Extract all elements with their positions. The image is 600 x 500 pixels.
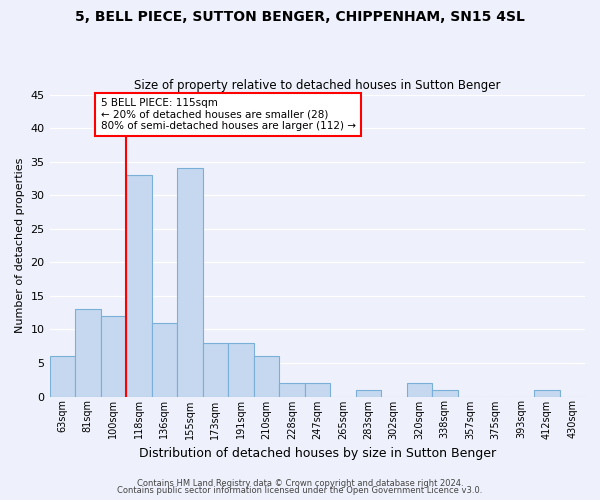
Bar <box>126 175 152 396</box>
Bar <box>279 383 305 396</box>
Bar <box>152 322 177 396</box>
Bar <box>305 383 330 396</box>
Y-axis label: Number of detached properties: Number of detached properties <box>15 158 25 333</box>
Bar <box>432 390 458 396</box>
Text: Contains public sector information licensed under the Open Government Licence v3: Contains public sector information licen… <box>118 486 482 495</box>
Bar <box>101 316 126 396</box>
Bar <box>50 356 75 397</box>
Text: 5 BELL PIECE: 115sqm
← 20% of detached houses are smaller (28)
80% of semi-detac: 5 BELL PIECE: 115sqm ← 20% of detached h… <box>101 98 356 131</box>
Bar <box>75 310 101 396</box>
X-axis label: Distribution of detached houses by size in Sutton Benger: Distribution of detached houses by size … <box>139 447 496 460</box>
Text: Contains HM Land Registry data © Crown copyright and database right 2024.: Contains HM Land Registry data © Crown c… <box>137 478 463 488</box>
Bar <box>203 343 228 396</box>
Text: 5, BELL PIECE, SUTTON BENGER, CHIPPENHAM, SN15 4SL: 5, BELL PIECE, SUTTON BENGER, CHIPPENHAM… <box>75 10 525 24</box>
Bar <box>228 343 254 396</box>
Bar <box>356 390 381 396</box>
Title: Size of property relative to detached houses in Sutton Benger: Size of property relative to detached ho… <box>134 79 500 92</box>
Bar <box>534 390 560 396</box>
Bar <box>407 383 432 396</box>
Bar <box>177 168 203 396</box>
Bar <box>254 356 279 397</box>
